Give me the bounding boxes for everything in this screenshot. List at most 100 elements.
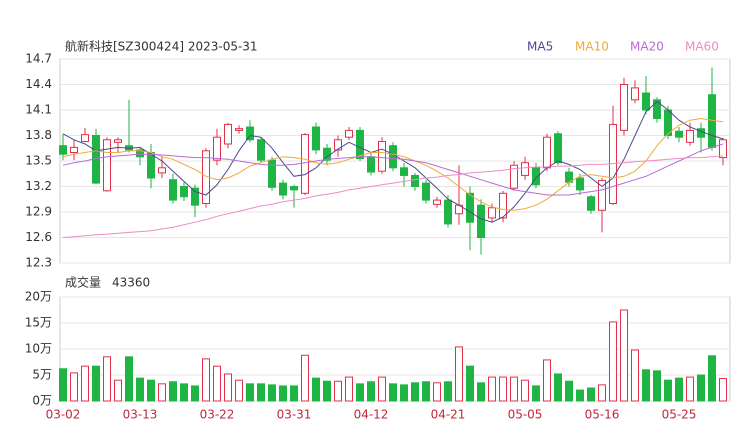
volume-bar bbox=[180, 383, 188, 402]
volume-bar bbox=[235, 379, 243, 402]
ma-line bbox=[62, 117, 724, 211]
volume-bar bbox=[246, 383, 254, 402]
candle-body bbox=[675, 130, 683, 138]
x-tick-label: 03-13 bbox=[123, 408, 158, 422]
legend-label: MA10 bbox=[575, 40, 609, 54]
candle-body bbox=[70, 146, 78, 153]
candle-body bbox=[213, 136, 221, 161]
candle-body bbox=[301, 134, 309, 194]
candle-body bbox=[422, 182, 430, 201]
volume-bar bbox=[433, 382, 441, 402]
y-tick-label: 14.7 bbox=[25, 52, 52, 66]
y-tick-label: 15万 bbox=[25, 316, 52, 330]
volume-bar bbox=[279, 385, 287, 402]
candle-body bbox=[653, 99, 661, 120]
candle-body bbox=[290, 186, 298, 191]
candle-body bbox=[191, 187, 199, 206]
volume-bar bbox=[147, 379, 155, 402]
candle-body bbox=[378, 140, 386, 172]
volume-bar bbox=[499, 376, 507, 402]
volume-bar bbox=[356, 383, 364, 402]
candle-body bbox=[411, 174, 419, 187]
volume-bar bbox=[521, 379, 529, 402]
candle-body bbox=[356, 129, 364, 159]
y-tick-label: 12.9 bbox=[25, 205, 52, 219]
y-tick-label: 13.2 bbox=[25, 179, 52, 193]
y-tick-label: 13.5 bbox=[25, 154, 52, 168]
candle-body bbox=[158, 167, 166, 174]
candle-body bbox=[510, 164, 518, 189]
volume-bar bbox=[697, 374, 705, 402]
candle-body bbox=[257, 139, 265, 161]
x-tick-label: 05-05 bbox=[508, 408, 543, 422]
ma-line bbox=[62, 143, 724, 196]
volume-bar bbox=[70, 372, 78, 402]
volume-bar bbox=[378, 376, 386, 402]
volume-bar bbox=[312, 377, 320, 402]
y-tick-label: 14.4 bbox=[25, 77, 52, 91]
candle-body bbox=[279, 182, 287, 196]
volume-bar bbox=[268, 384, 276, 402]
volume-bar bbox=[411, 382, 419, 402]
y-tick-label: 12.3 bbox=[25, 256, 52, 270]
volume-bar bbox=[609, 321, 617, 402]
volume-bar bbox=[565, 380, 573, 402]
candle-body bbox=[477, 204, 485, 238]
candle-body bbox=[136, 149, 144, 158]
volume-bar bbox=[576, 389, 584, 402]
candle-body bbox=[488, 207, 496, 219]
candle-body bbox=[554, 133, 562, 164]
y-tick-label: 13.8 bbox=[25, 128, 52, 142]
volume-bar bbox=[466, 365, 474, 402]
volume-bar bbox=[653, 370, 661, 402]
volume-bar bbox=[103, 356, 111, 402]
volume-bar bbox=[367, 381, 375, 402]
candle-body bbox=[433, 199, 441, 205]
volume-bar bbox=[477, 382, 485, 402]
volume-bar bbox=[664, 379, 672, 402]
candle-body bbox=[268, 159, 276, 188]
x-tick-label: 05-25 bbox=[662, 408, 697, 422]
candle-body bbox=[59, 145, 67, 155]
volume-latest: 43360 bbox=[112, 276, 150, 290]
volume-bar bbox=[620, 309, 628, 402]
volume-bar bbox=[345, 376, 353, 402]
candle-body bbox=[389, 145, 397, 169]
legend-label: MA5 bbox=[527, 40, 553, 54]
candle-body bbox=[719, 139, 727, 159]
candle-body bbox=[103, 139, 111, 192]
candle-body bbox=[235, 128, 243, 131]
candle-body bbox=[576, 177, 584, 191]
volume-bar bbox=[532, 385, 540, 402]
candle-body bbox=[631, 87, 639, 101]
candle-body bbox=[400, 167, 408, 176]
legend-label: MA60 bbox=[685, 40, 719, 54]
volume-bar bbox=[543, 359, 551, 402]
x-tick-label: 03-31 bbox=[277, 408, 312, 422]
volume-bar bbox=[290, 385, 298, 402]
x-tick-label: 04-21 bbox=[431, 408, 466, 422]
candle-body bbox=[224, 123, 232, 145]
x-tick-label: 04-12 bbox=[354, 408, 389, 422]
y-tick-label: 12.6 bbox=[25, 230, 52, 244]
x-tick-label: 03-02 bbox=[46, 408, 81, 422]
candle-body bbox=[532, 167, 540, 186]
y-tick-label: 10万 bbox=[25, 342, 52, 356]
y-tick-label: 14.1 bbox=[25, 103, 52, 117]
x-tick-label: 05-16 bbox=[585, 408, 620, 422]
candle-body bbox=[81, 134, 89, 142]
candle-body bbox=[114, 139, 122, 143]
candle-body bbox=[367, 156, 375, 173]
volume-bar bbox=[323, 380, 331, 402]
volume-bar bbox=[554, 373, 562, 402]
volume-bar bbox=[675, 377, 683, 402]
volume-bar bbox=[488, 376, 496, 402]
volume-bar bbox=[642, 369, 650, 402]
volume-bar bbox=[455, 346, 463, 402]
candle-body bbox=[521, 162, 529, 176]
volume-bar bbox=[719, 377, 727, 402]
candle-body bbox=[169, 179, 177, 201]
x-tick-label: 03-22 bbox=[200, 408, 235, 422]
ma-line bbox=[62, 155, 724, 238]
volume-bar bbox=[224, 373, 232, 402]
